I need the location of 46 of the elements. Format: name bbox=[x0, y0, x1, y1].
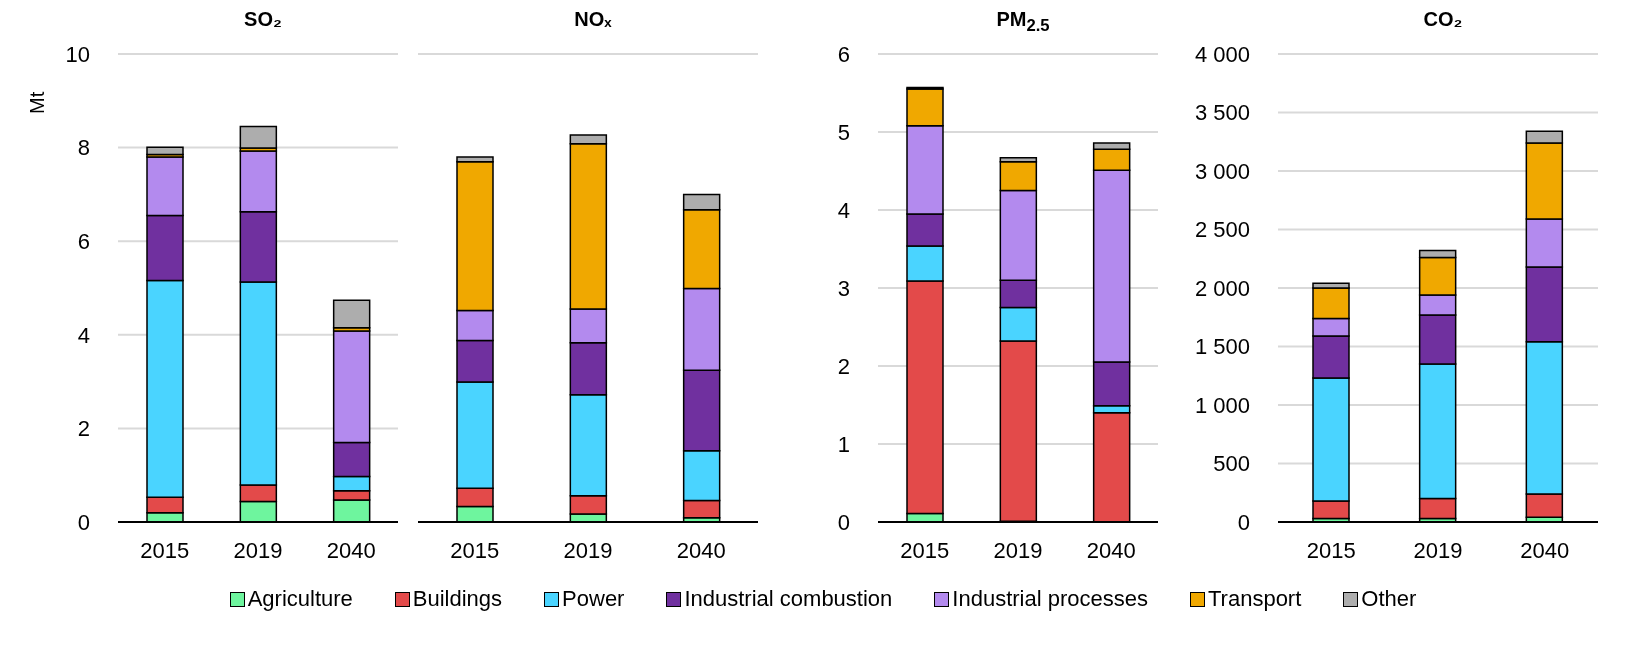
y-tick-label: 0 bbox=[77, 509, 90, 535]
x-tick-label: 2040 bbox=[1086, 537, 1136, 563]
y-tick-label: 500 bbox=[1213, 451, 1250, 477]
y-tick-label: 1 bbox=[837, 431, 850, 457]
y-tick-label: 3 bbox=[837, 275, 850, 301]
y-tick-label: 2 000 bbox=[1194, 275, 1250, 301]
y-tick-label: 8 bbox=[77, 135, 90, 161]
y-tick-label: 2 bbox=[837, 353, 850, 379]
legend-label: Other bbox=[1361, 586, 1417, 612]
y-tick-label: 1 500 bbox=[1194, 334, 1250, 360]
chart-title: CO₂ bbox=[1422, 8, 1464, 32]
y-axis-title: Mt bbox=[26, 91, 49, 114]
x-tick-label: 2019 bbox=[563, 537, 613, 563]
y-tick-label: 4 bbox=[77, 322, 90, 348]
x-tick-label: 2040 bbox=[1520, 537, 1570, 563]
x-tick-label: 2015 bbox=[1306, 537, 1356, 563]
x-tick-label: 2040 bbox=[676, 537, 726, 563]
legend-label: Power bbox=[562, 586, 625, 612]
x-tick-label: 2019 bbox=[993, 537, 1043, 563]
y-tick-label: 4 000 bbox=[1194, 41, 1250, 67]
y-tick-label: 10 bbox=[65, 41, 90, 67]
legend-label: Buildings bbox=[412, 586, 503, 612]
legend-label: Agriculture bbox=[247, 586, 353, 612]
y-tick-label: 3 000 bbox=[1194, 158, 1250, 184]
y-tick-label: 3 500 bbox=[1194, 100, 1250, 126]
y-tick-label: 5 bbox=[837, 119, 850, 145]
legend-label: Industrial combustion bbox=[684, 586, 893, 612]
legend-label: Industrial processes bbox=[952, 586, 1148, 612]
x-tick-label: 2015 bbox=[140, 537, 190, 563]
y-tick-label: 6 bbox=[837, 41, 850, 67]
y-tick-label: 2 bbox=[77, 416, 90, 442]
x-tick-label: 2015 bbox=[900, 537, 950, 563]
x-tick-label: 2019 bbox=[233, 537, 283, 563]
y-tick-label: 2 500 bbox=[1194, 217, 1250, 243]
y-tick-label: 0 bbox=[837, 509, 850, 535]
y-tick-label: 1 000 bbox=[1194, 392, 1250, 418]
chart-title: NOₓ bbox=[573, 8, 613, 32]
y-tick-label: 0 bbox=[1237, 509, 1250, 535]
chart-title: PM$_{2.5}$ bbox=[995, 8, 1051, 37]
y-tick-label: 6 bbox=[77, 229, 90, 255]
x-tick-label: 2019 bbox=[1413, 537, 1463, 563]
chart-title: SO₂ bbox=[243, 8, 283, 32]
y-tick-label: 4 bbox=[837, 197, 850, 223]
x-tick-label: 2040 bbox=[326, 537, 376, 563]
legend-label: Transport bbox=[1207, 586, 1302, 612]
x-tick-label: 2015 bbox=[450, 537, 500, 563]
